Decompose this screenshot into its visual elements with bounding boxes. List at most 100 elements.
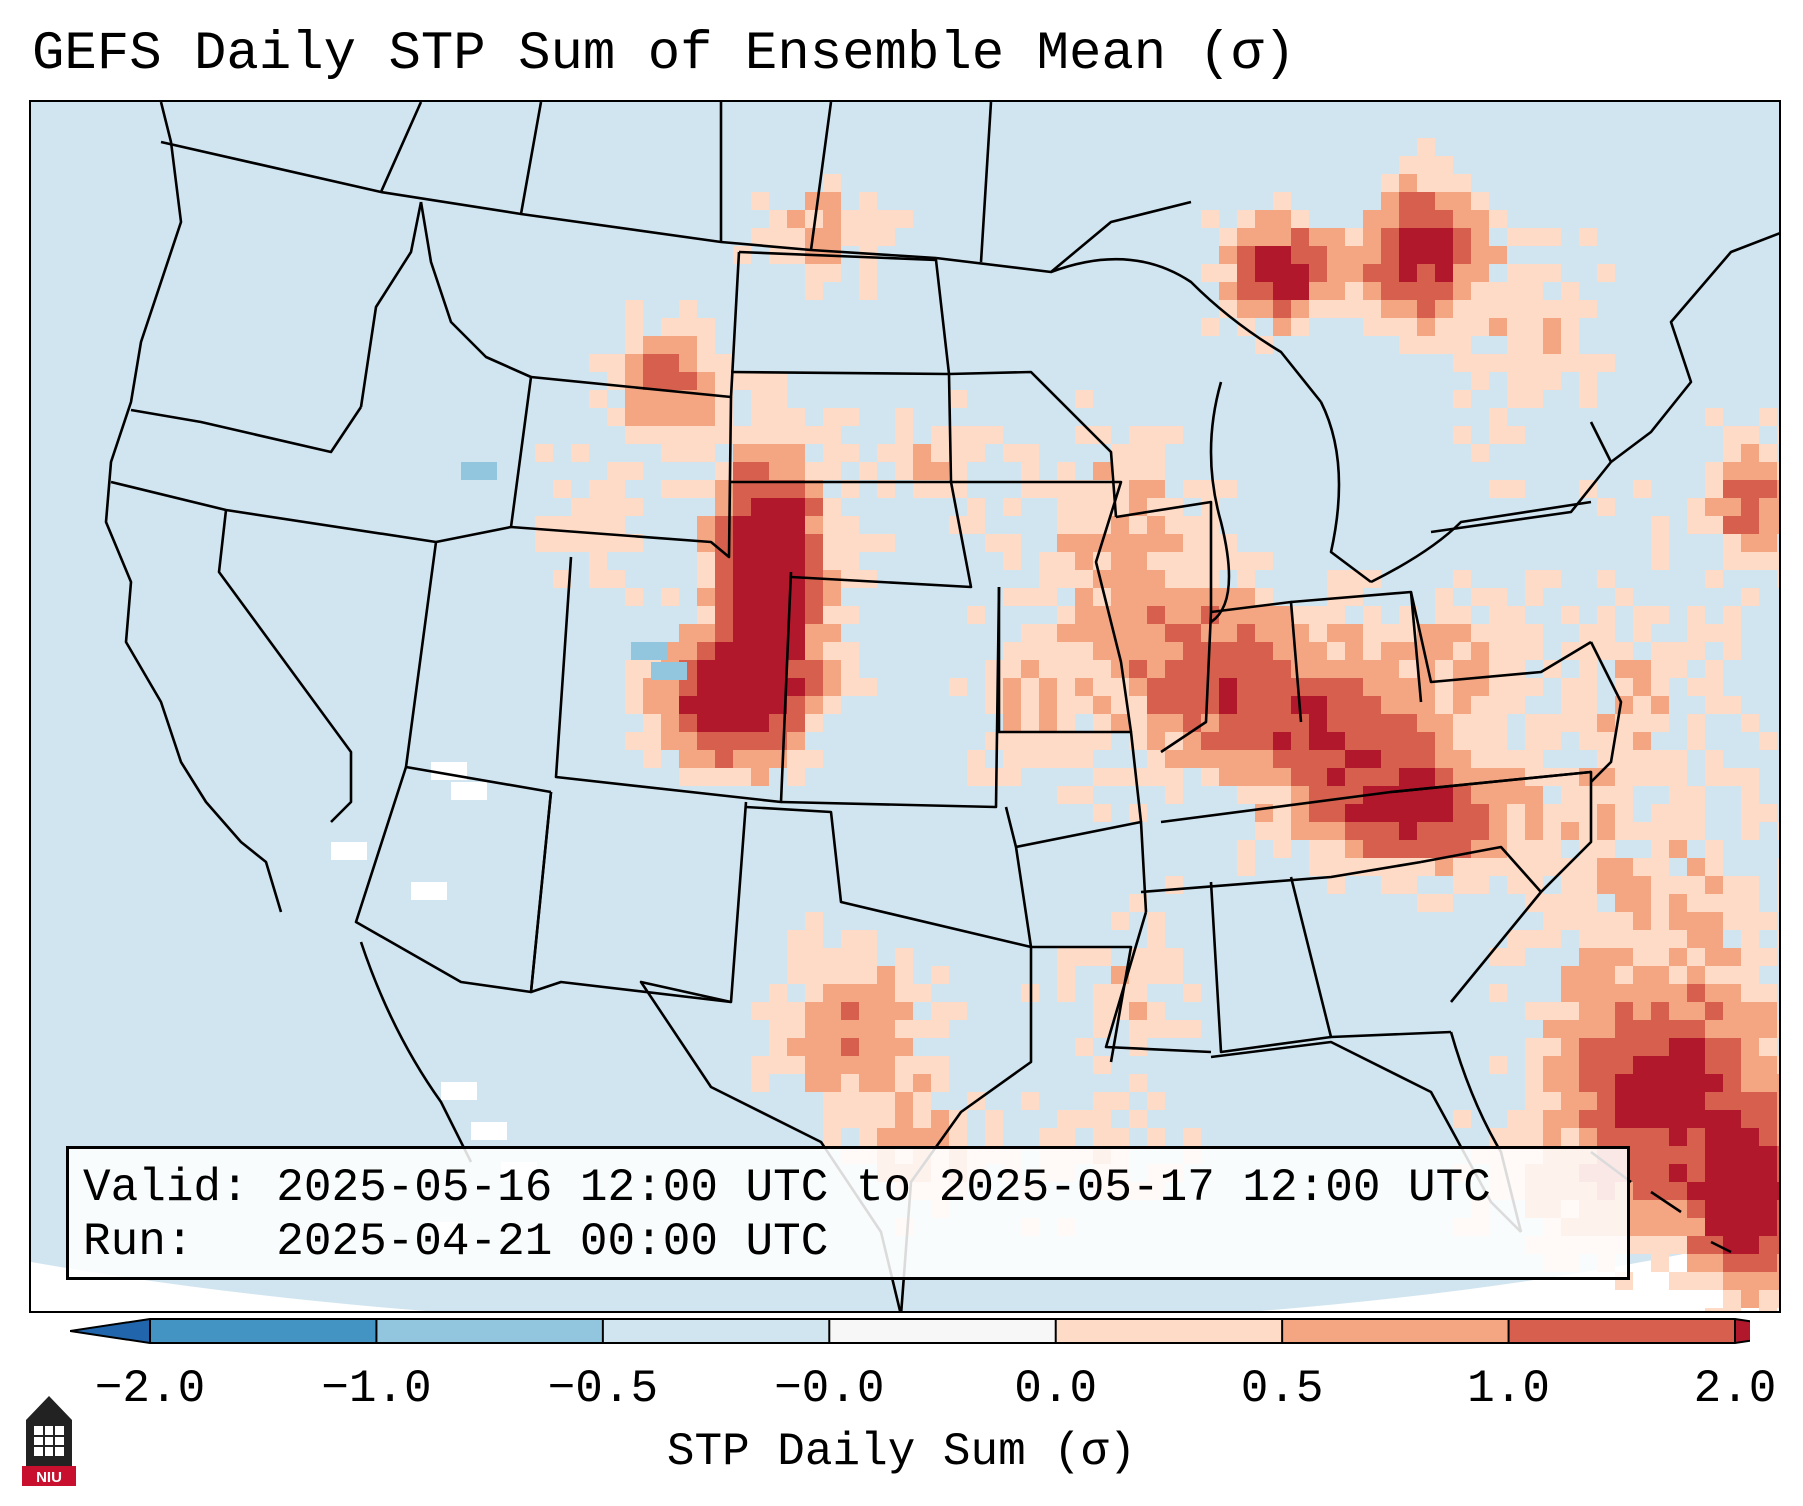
- anomaly-cell: [1777, 480, 1779, 498]
- anomaly-cell: [931, 426, 949, 444]
- anomaly-cell: [1327, 606, 1345, 624]
- anomaly-cell: [877, 1110, 895, 1128]
- anomaly-cell: [1363, 624, 1381, 642]
- anomaly-cell: [1687, 516, 1705, 534]
- anomaly-cell: [1597, 948, 1615, 966]
- anomaly-cell: [823, 462, 841, 480]
- anomaly-cell: [805, 1020, 823, 1038]
- colorbar-bin: [150, 1319, 377, 1343]
- anomaly-cell: [823, 1002, 841, 1020]
- anomaly-cell: [1165, 750, 1183, 768]
- anomaly-cell: [1291, 786, 1309, 804]
- anomaly-cell: [1759, 1020, 1777, 1038]
- anomaly-cell: [1597, 624, 1615, 642]
- anomaly-cell: [895, 210, 913, 228]
- anomaly-cell: [1777, 516, 1779, 534]
- anomaly-cell: [1273, 606, 1291, 624]
- anomaly-cell: [1237, 606, 1255, 624]
- anomaly-cell: [1147, 930, 1165, 948]
- anomaly-cell: [1741, 1272, 1759, 1290]
- anomaly-cell: [1687, 642, 1705, 660]
- anomaly-cell: [1687, 804, 1705, 822]
- anomaly-cell: [1705, 498, 1723, 516]
- anomaly-cell: [1345, 822, 1363, 840]
- anomaly-cell: [1219, 696, 1237, 714]
- anomaly-cell: [1633, 1056, 1651, 1074]
- valid-label: Valid:: [83, 1162, 249, 1214]
- anomaly-cell: [1057, 498, 1075, 516]
- anomaly-cell: [1147, 624, 1165, 642]
- anomaly-cell: [1525, 1092, 1543, 1110]
- anomaly-cell: [1525, 840, 1543, 858]
- anomaly-cell: [679, 714, 697, 732]
- colorbar-bins: [70, 1319, 1750, 1343]
- anomaly-cell: [931, 462, 949, 480]
- anomaly-cell: [1147, 1020, 1165, 1038]
- border-wa-or: [130, 406, 363, 454]
- anomaly-cell: [1723, 1272, 1741, 1290]
- anomaly-cell: [1381, 732, 1399, 750]
- anomaly-cell: [1021, 750, 1039, 768]
- anomaly-cell: [1777, 894, 1779, 912]
- anomaly-cell: [1093, 678, 1111, 696]
- anomaly-cell: [1687, 930, 1705, 948]
- anomaly-cell: [1687, 966, 1705, 984]
- anomaly-cell: [1777, 1056, 1779, 1074]
- anomaly-cell: [1075, 696, 1093, 714]
- anomaly-cell: [1003, 552, 1021, 570]
- anomaly-cell: [1417, 318, 1435, 336]
- anomaly-cell: [1705, 840, 1723, 858]
- anomaly-cell: [1399, 768, 1417, 786]
- anomaly-cell: [715, 390, 733, 408]
- anomaly-cell: [1363, 750, 1381, 768]
- anomaly-cell: [1561, 876, 1579, 894]
- anomaly-cell: [1723, 642, 1741, 660]
- anomaly-cell: [1093, 768, 1111, 786]
- logo-window: [34, 1426, 64, 1456]
- anomaly-cell: [1543, 822, 1561, 840]
- anomaly-cell: [1237, 696, 1255, 714]
- anomaly-cell: [1561, 912, 1579, 930]
- anomaly-cell: [841, 660, 859, 678]
- anomaly-cell: [1147, 642, 1165, 660]
- anomaly-cell: [1165, 570, 1183, 588]
- anomaly-cell: [1759, 1128, 1777, 1146]
- anomaly-cell: [1705, 876, 1723, 894]
- anomaly-cell: [643, 426, 661, 444]
- anomaly-cell: [1741, 1182, 1759, 1200]
- anomaly-cell: [1687, 1002, 1705, 1020]
- anomaly-cell: [1741, 1128, 1759, 1146]
- anomaly-cell: [1435, 192, 1453, 210]
- anomaly-cell: [1687, 1218, 1705, 1236]
- domain-edge: [31, 1232, 1779, 1311]
- anomaly-cell: [679, 444, 697, 462]
- anomaly-cell: [859, 1020, 877, 1038]
- anomaly-cell: [625, 732, 643, 750]
- anomaly-cell: [697, 714, 715, 732]
- anomaly-cell: [1723, 444, 1741, 462]
- anomaly-cell: [859, 1128, 877, 1146]
- anomaly-cell: [643, 732, 661, 750]
- anomaly-cell: [1561, 606, 1579, 624]
- anomaly-cell: [1435, 156, 1453, 174]
- anomaly-cell: [1579, 1002, 1597, 1020]
- anomaly-cell: [805, 534, 823, 552]
- anomaly-cell: [1669, 948, 1687, 966]
- anomaly-cell: [805, 1002, 823, 1020]
- anomaly-cell: [1651, 552, 1669, 570]
- anomaly-cell: [1399, 228, 1417, 246]
- anomaly-cell: [1489, 804, 1507, 822]
- anomaly-cell: [1741, 822, 1759, 840]
- anomaly-cell: [1489, 480, 1507, 498]
- anomaly-cell: [841, 1092, 859, 1110]
- anomaly-cell: [895, 1128, 913, 1146]
- anomaly-cell: [1453, 642, 1471, 660]
- anomaly-cell: [1489, 282, 1507, 300]
- anomaly-cell: [1309, 804, 1327, 822]
- anomaly-cell: [1741, 444, 1759, 462]
- anomaly-cell: [1165, 948, 1183, 966]
- border-ut-co: [554, 556, 793, 804]
- baja-california-coast: [359, 941, 473, 1163]
- run-value: 2025-04-21 00:00 UTC: [276, 1216, 829, 1268]
- anomaly-cell: [1435, 588, 1453, 606]
